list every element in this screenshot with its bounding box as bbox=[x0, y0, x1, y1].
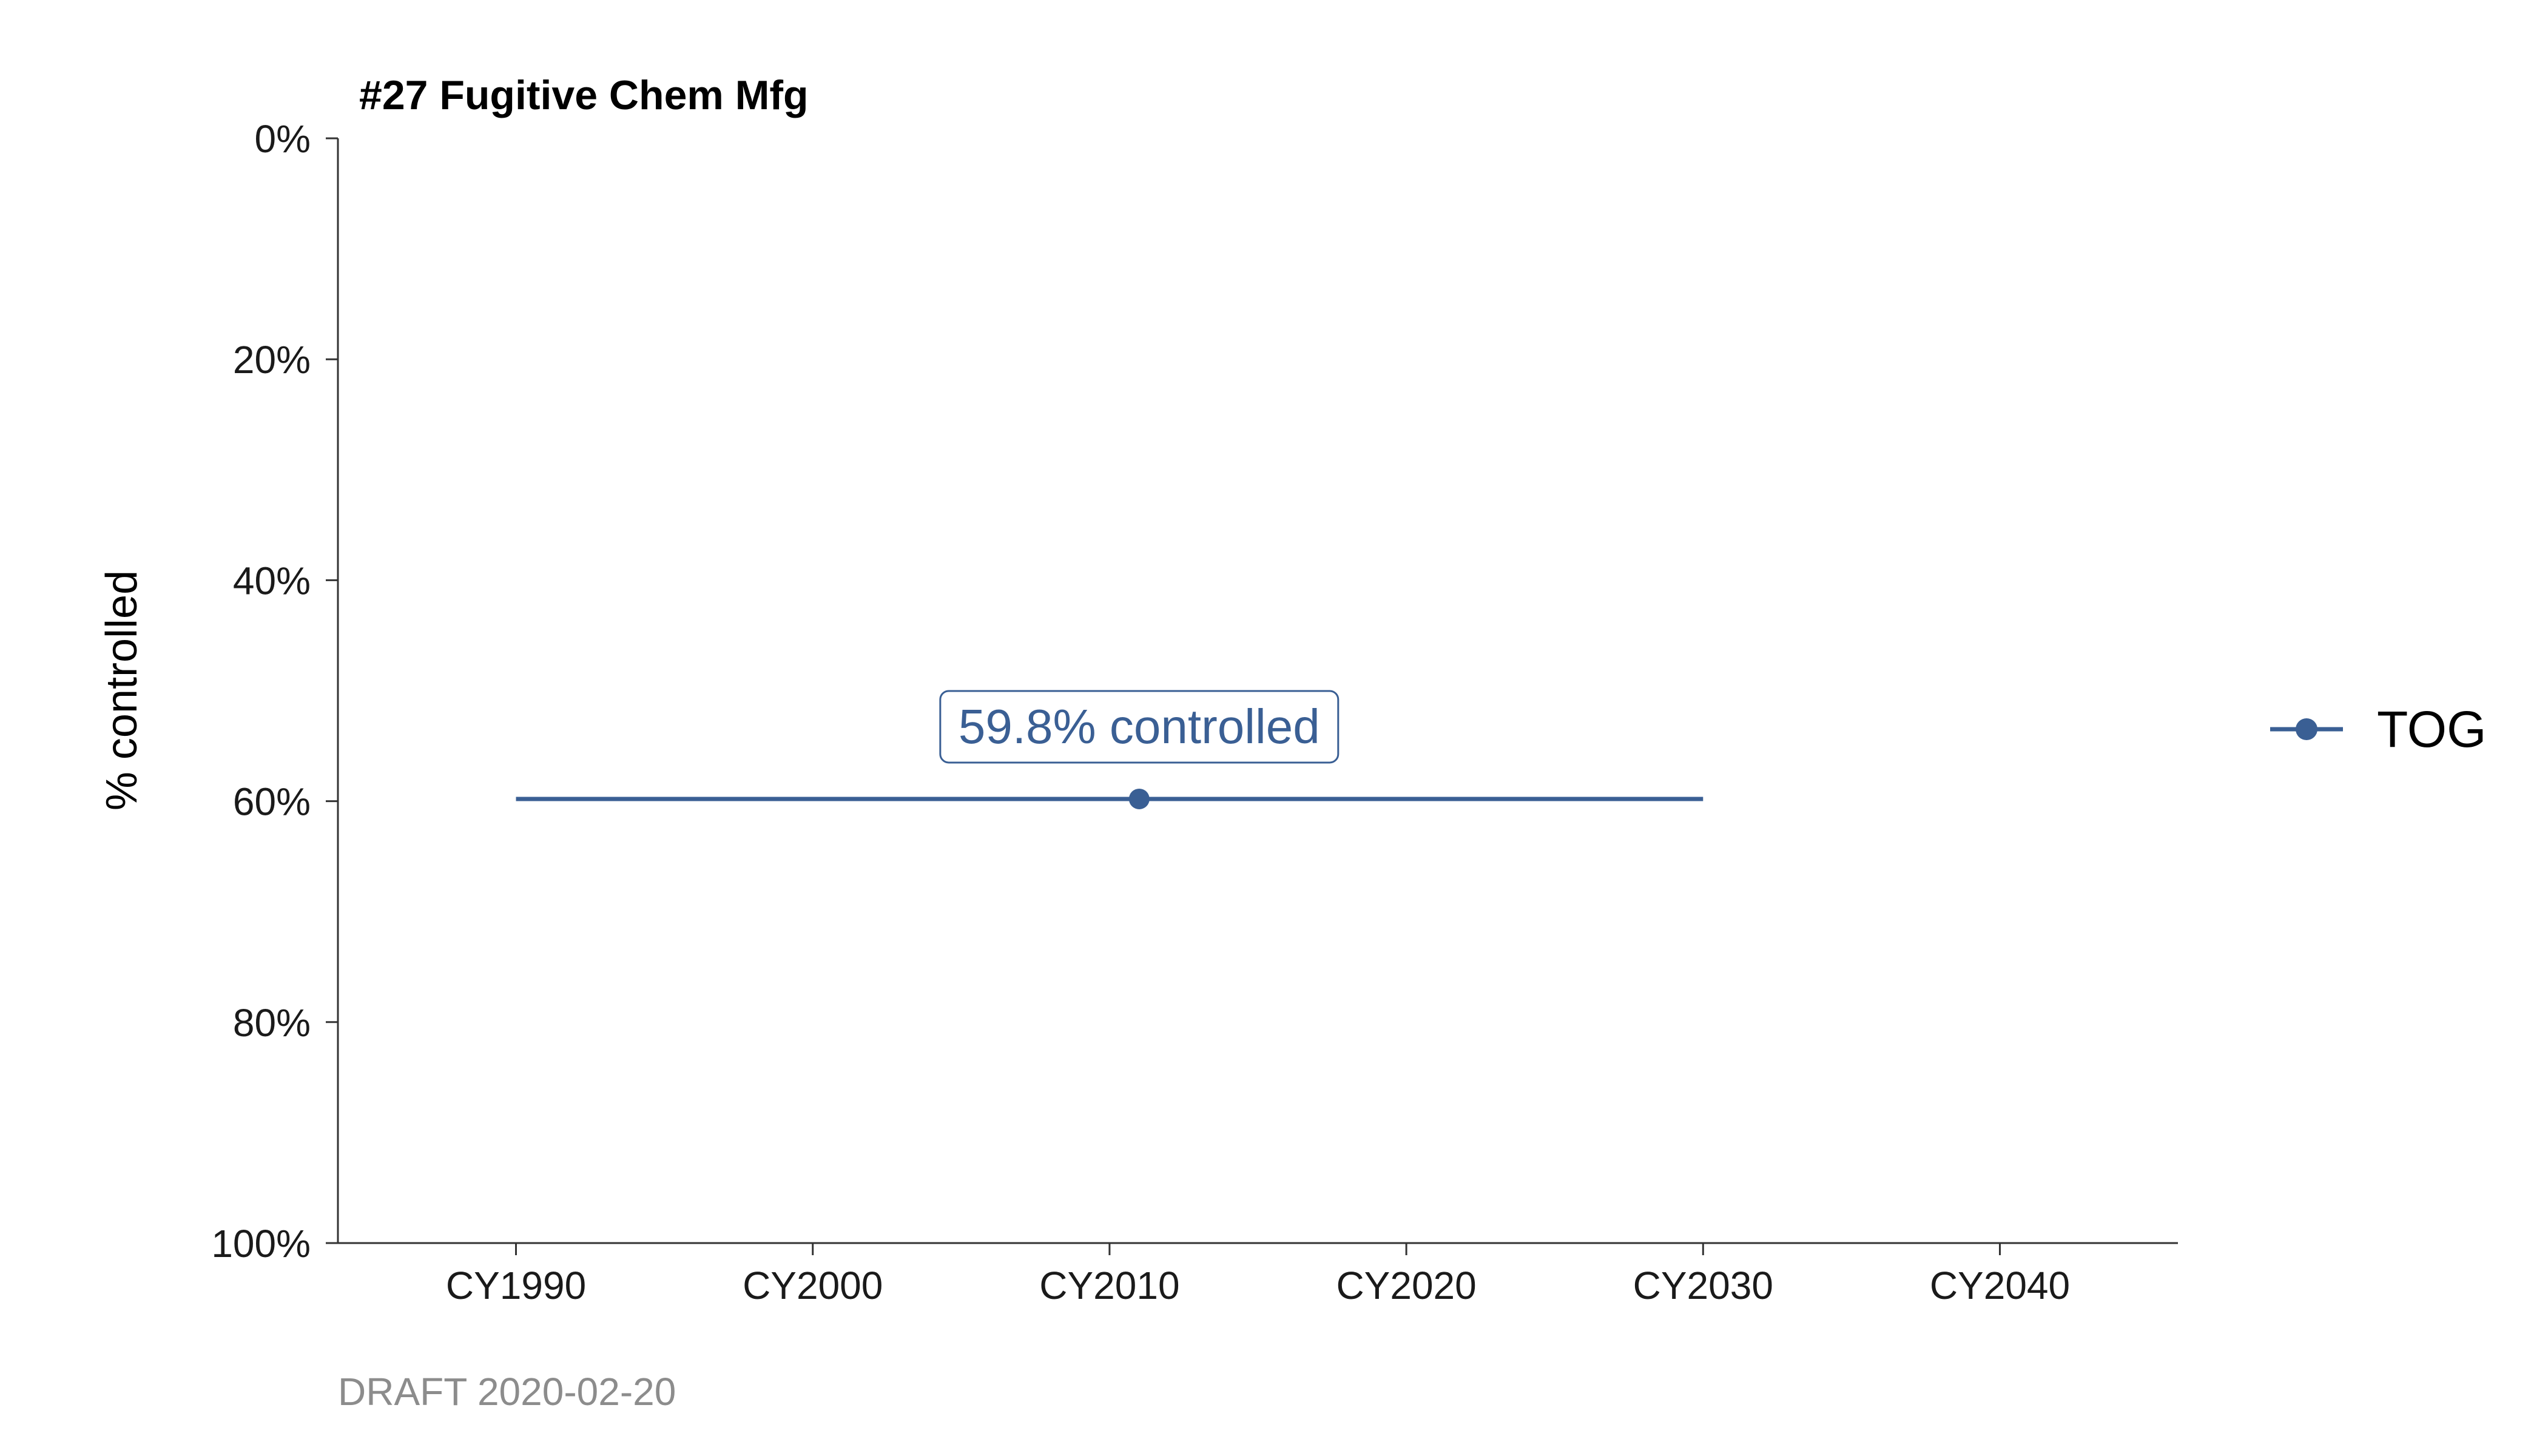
y-tick-label: 60% bbox=[233, 780, 311, 824]
legend-label-tog: TOG bbox=[2377, 701, 2486, 758]
legend-marker-tog bbox=[2296, 718, 2317, 740]
annotation-box bbox=[939, 690, 1340, 764]
y-tick-label: 20% bbox=[233, 338, 311, 382]
x-tick-label: CY1990 bbox=[446, 1264, 586, 1307]
annotation-label: 59.8% controlled bbox=[959, 699, 1320, 753]
x-tick-label: CY2010 bbox=[1039, 1264, 1179, 1307]
draft-caption: DRAFT 2020-02-20 bbox=[338, 1370, 676, 1414]
x-axis: CY1990 CY2000 CY2010 CY2020 CY2030 CY2040 bbox=[338, 1242, 2178, 1307]
legend: TOG bbox=[2270, 701, 2486, 758]
series-layer bbox=[516, 788, 1704, 809]
y-tick-label: 80% bbox=[233, 1001, 311, 1045]
x-tick-label: CY2020 bbox=[1336, 1264, 1476, 1307]
y-tick-label: 40% bbox=[233, 559, 311, 602]
y-axis-title: % controlled bbox=[98, 570, 146, 811]
y-tick-label: 100% bbox=[211, 1222, 311, 1266]
data-point-tog bbox=[1128, 788, 1150, 809]
x-tick-label: CY2040 bbox=[1930, 1264, 2070, 1307]
y-tick-label: 0% bbox=[255, 117, 311, 161]
x-tick-label: CY2000 bbox=[743, 1264, 883, 1307]
x-tick-label: CY2030 bbox=[1633, 1264, 1773, 1307]
chart-title: #27 Fugitive Chem Mfg bbox=[359, 72, 809, 118]
annotation-layer: 59.8% controlled bbox=[939, 690, 1340, 764]
y-axis: 0% 20% 40% 60% 80% 100% bbox=[211, 117, 339, 1266]
